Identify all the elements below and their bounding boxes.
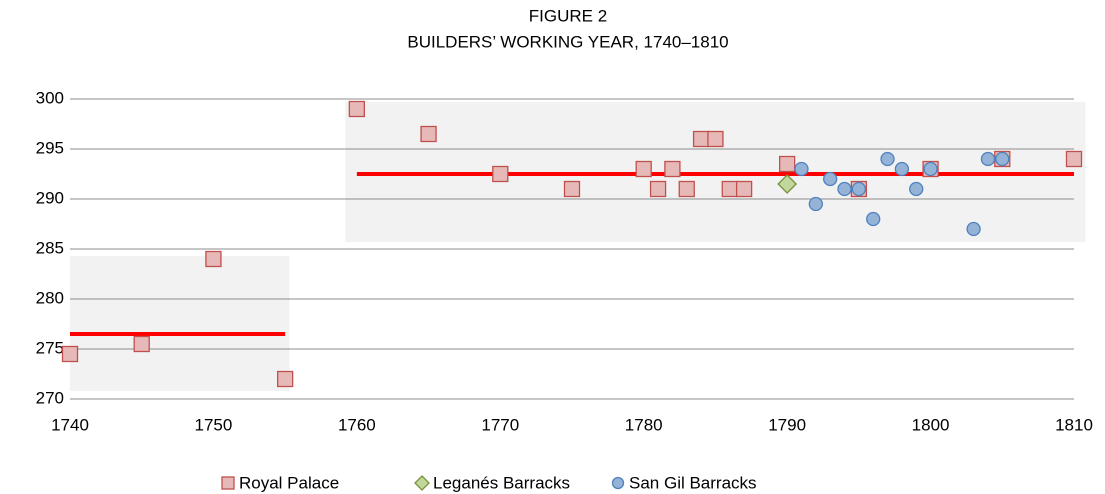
point [678,180,695,198]
point [492,165,509,183]
point [735,180,753,198]
point [778,155,796,173]
point [808,196,823,212]
point [707,130,724,148]
x-tick-label: 1740 [51,415,89,434]
point [980,151,996,167]
point [133,335,150,353]
point [420,125,437,143]
y-tick-label: 285 [36,238,64,257]
point [880,151,895,167]
point [61,345,79,363]
point [995,151,1010,167]
x-tick-label: 1800 [912,415,950,434]
point [205,250,222,268]
point [851,181,867,197]
legend-label: Royal Palace [239,473,339,492]
point [966,221,981,237]
point [649,180,667,198]
x-tick-label: 1750 [195,415,233,434]
chart-title: FIGURE 2 [529,6,607,25]
legend-marker [414,475,430,491]
y-tick-label: 270 [36,388,64,407]
x-tick-label: 1810 [1055,415,1093,434]
point [276,370,294,388]
shaded-range [70,256,290,391]
legend-label: San Gil Barracks [629,473,757,492]
legend-label: Leganés Barracks [433,473,570,492]
point [664,160,681,178]
y-tick-label: 300 [36,88,64,107]
y-tick-label: 275 [36,338,64,357]
point [823,171,838,187]
chart-subtitle: BUILDERS’ WORKING YEAR, 1740–1810 [407,32,728,51]
y-tick-label: 280 [36,288,64,307]
point [794,161,809,177]
point [692,130,710,148]
point [894,161,910,177]
point [635,160,652,178]
x-tick-label: 1760 [338,415,376,434]
y-tick-label: 290 [36,188,64,207]
point [721,180,738,198]
point [563,180,581,198]
point [777,174,798,194]
legend-marker [611,476,625,490]
x-tick-label: 1770 [481,415,519,434]
y-tick-label: 295 [36,138,64,157]
x-tick-label: 1780 [625,415,663,434]
point [348,100,366,118]
point [837,181,852,197]
x-tick-label: 1790 [768,415,806,434]
point [1065,150,1083,168]
legend-marker [221,476,235,490]
point [866,211,881,227]
point [923,161,938,177]
point [909,181,924,197]
